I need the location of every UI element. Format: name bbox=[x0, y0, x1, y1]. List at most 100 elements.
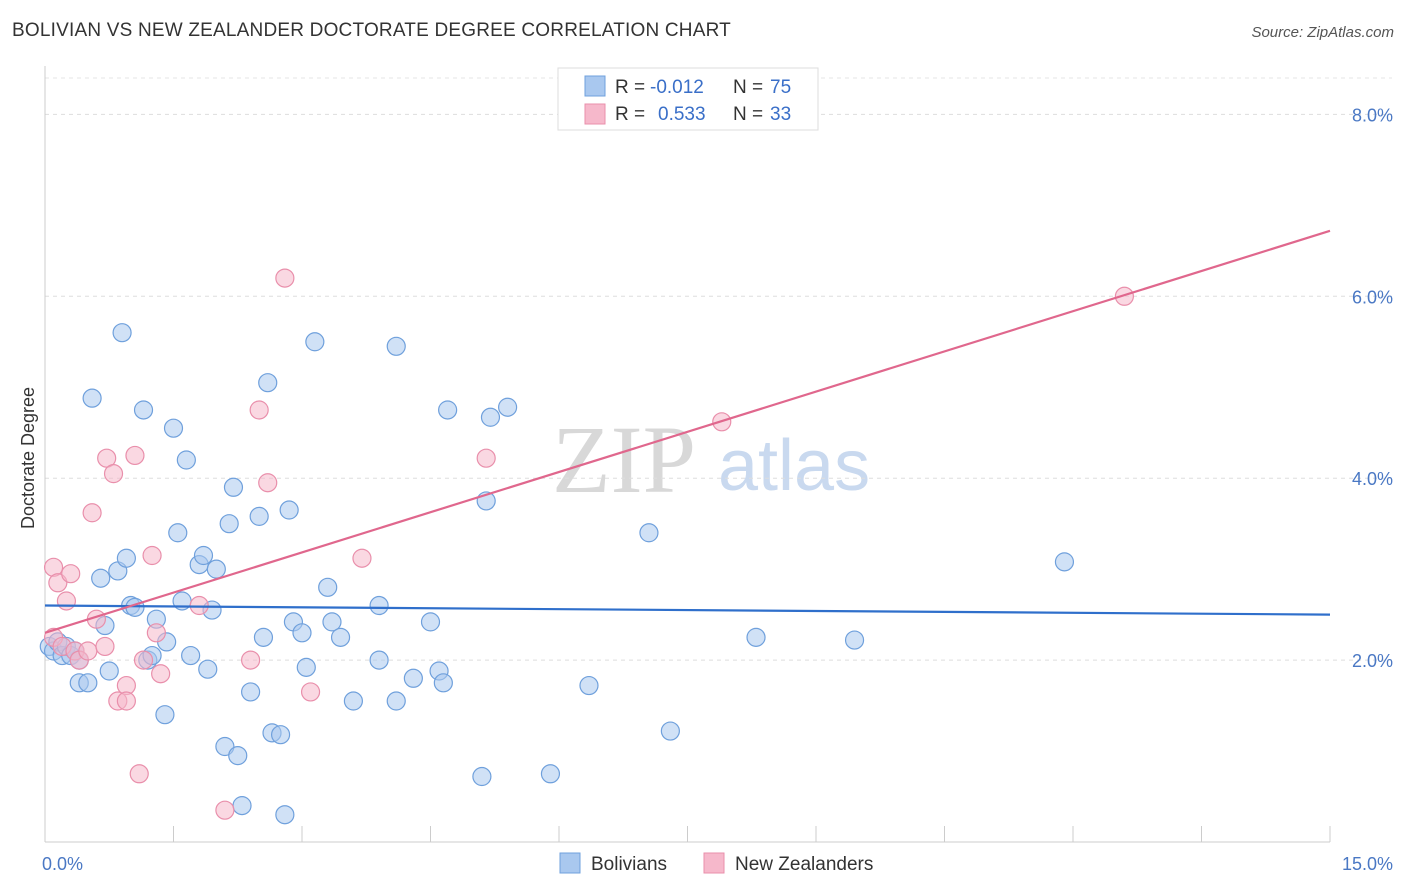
legend-n-value-1: 75 bbox=[770, 77, 791, 98]
point-bolivians-55 bbox=[343, 691, 363, 711]
point-bolivians-25 bbox=[163, 418, 184, 438]
point-bolivians-23 bbox=[155, 705, 175, 725]
point-bolivians-19 bbox=[133, 400, 154, 420]
point-new-zealanders-9 bbox=[82, 503, 102, 523]
x-tick-label-1: 15.0% bbox=[1342, 854, 1393, 874]
point-new-zealanders-28 bbox=[275, 268, 295, 288]
legend-bottom: Bolivians New Zealanders bbox=[559, 852, 873, 875]
point-new-zealanders-17 bbox=[125, 445, 145, 466]
legend-swatch-new-zealanders bbox=[584, 103, 606, 125]
point-new-zealanders-26 bbox=[249, 400, 269, 420]
legend-bottom-label-new-zealanders: New Zealanders bbox=[735, 854, 873, 875]
point-bolivians-34 bbox=[206, 559, 226, 579]
point-bolivians-60 bbox=[403, 668, 423, 688]
point-new-zealanders-19 bbox=[133, 650, 154, 670]
legend-r-label-1: R = bbox=[615, 77, 645, 98]
point-bolivians-50 bbox=[296, 657, 316, 677]
point-bolivians-31 bbox=[193, 545, 214, 566]
legend-top: R = -0.012 N = 75 R = 0.533 N = 33 bbox=[557, 67, 819, 131]
point-bolivians-70 bbox=[579, 675, 599, 696]
point-bolivians-39 bbox=[232, 796, 252, 816]
point-bolivians-43 bbox=[258, 373, 278, 393]
legend-bottom-swatch-bolivians bbox=[559, 852, 581, 874]
point-bolivians-68 bbox=[498, 397, 518, 417]
point-bolivians-32 bbox=[198, 659, 218, 679]
point-new-zealanders-13 bbox=[103, 464, 124, 484]
point-bolivians-51 bbox=[305, 332, 325, 352]
point-new-zealanders-33 bbox=[1114, 286, 1135, 306]
grid bbox=[45, 77, 1392, 661]
point-new-zealanders-24 bbox=[215, 800, 235, 820]
point-new-zealanders-21 bbox=[146, 623, 166, 643]
point-bolivians-9 bbox=[78, 673, 98, 693]
point-new-zealanders-8 bbox=[78, 641, 98, 661]
source-credit: Source: ZipAtlas.com bbox=[1251, 24, 1394, 41]
point-bolivians-64 bbox=[438, 400, 458, 420]
point-new-zealanders-11 bbox=[95, 636, 115, 657]
watermark-atlas: atlas bbox=[718, 426, 870, 506]
point-bolivians-40 bbox=[241, 682, 261, 702]
point-bolivians-28 bbox=[176, 450, 196, 470]
point-bolivians-56 bbox=[369, 595, 389, 616]
point-bolivians-49 bbox=[292, 623, 312, 643]
point-bolivians-57 bbox=[369, 650, 389, 670]
point-bolivians-67 bbox=[480, 407, 501, 427]
point-bolivians-29 bbox=[181, 645, 201, 666]
point-bolivians-13 bbox=[99, 661, 119, 681]
point-bolivians-65 bbox=[472, 766, 492, 787]
legend-bottom-swatch-new-zealanders bbox=[703, 852, 725, 874]
point-bolivians-42 bbox=[253, 627, 274, 647]
point-new-zealanders-20 bbox=[142, 545, 162, 566]
point-bolivians-37 bbox=[223, 477, 244, 497]
watermark: ZIP atlas bbox=[552, 406, 870, 513]
point-bolivians-61 bbox=[420, 612, 441, 632]
y-tick-label-0: 2.0% bbox=[1352, 651, 1393, 671]
point-bolivians-58 bbox=[386, 691, 406, 711]
point-bolivians-75 bbox=[1054, 552, 1075, 572]
point-bolivians-11 bbox=[91, 568, 111, 588]
legend-n-label-1: N = bbox=[733, 77, 763, 98]
legend-n-label-2: N = bbox=[733, 104, 763, 125]
y-tick-label-3: 8.0% bbox=[1352, 105, 1393, 125]
point-bolivians-74 bbox=[844, 630, 865, 650]
point-new-zealanders-5 bbox=[61, 564, 81, 584]
y-tick-label-2: 6.0% bbox=[1352, 287, 1393, 307]
point-bolivians-41 bbox=[249, 506, 269, 526]
point-new-zealanders-4 bbox=[56, 591, 77, 611]
point-bolivians-38 bbox=[228, 745, 248, 766]
point-bolivians-16 bbox=[116, 548, 136, 568]
chart-title: BOLIVIAN VS NEW ZEALANDER DOCTORATE DEGR… bbox=[12, 20, 731, 41]
y-axis-label: Doctorate Degree bbox=[18, 387, 38, 529]
point-new-zealanders-22 bbox=[151, 664, 171, 684]
point-new-zealanders-30 bbox=[352, 548, 372, 568]
tick-labels: 2.0% 4.0% 6.0% 8.0% 0.0% 15.0% bbox=[42, 105, 1393, 874]
legend-bottom-label-bolivians: Bolivians bbox=[591, 854, 667, 875]
point-bolivians-15 bbox=[112, 323, 132, 343]
point-bolivians-69 bbox=[540, 764, 561, 784]
point-bolivians-54 bbox=[330, 627, 351, 647]
axes bbox=[44, 66, 1331, 843]
point-new-zealanders-29 bbox=[300, 682, 321, 702]
point-bolivians-73 bbox=[746, 627, 766, 647]
trend-lines bbox=[44, 229, 1331, 634]
point-bolivians-45 bbox=[270, 725, 291, 745]
watermark-zip: ZIP bbox=[552, 406, 696, 513]
point-bolivians-52 bbox=[318, 577, 338, 597]
legend-r-value-2: 0.533 bbox=[658, 104, 706, 125]
point-bolivians-26 bbox=[168, 523, 188, 543]
trend-line-new-zealanders bbox=[44, 229, 1331, 634]
point-new-zealanders-18 bbox=[129, 764, 149, 784]
point-new-zealanders-31 bbox=[476, 448, 496, 468]
legend-swatch-bolivians bbox=[584, 75, 606, 97]
x-tick-label-0: 0.0% bbox=[42, 854, 83, 874]
legend-r-label-2: R = bbox=[615, 104, 645, 125]
point-bolivians-36 bbox=[219, 514, 239, 534]
point-new-zealanders-27 bbox=[258, 473, 278, 493]
point-bolivians-59 bbox=[386, 336, 406, 356]
legend-r-value-1: -0.012 bbox=[650, 77, 704, 98]
point-new-zealanders-25 bbox=[241, 650, 261, 670]
point-bolivians-10 bbox=[82, 388, 102, 408]
y-tick-label-1: 4.0% bbox=[1352, 469, 1393, 489]
point-bolivians-72 bbox=[660, 721, 680, 741]
